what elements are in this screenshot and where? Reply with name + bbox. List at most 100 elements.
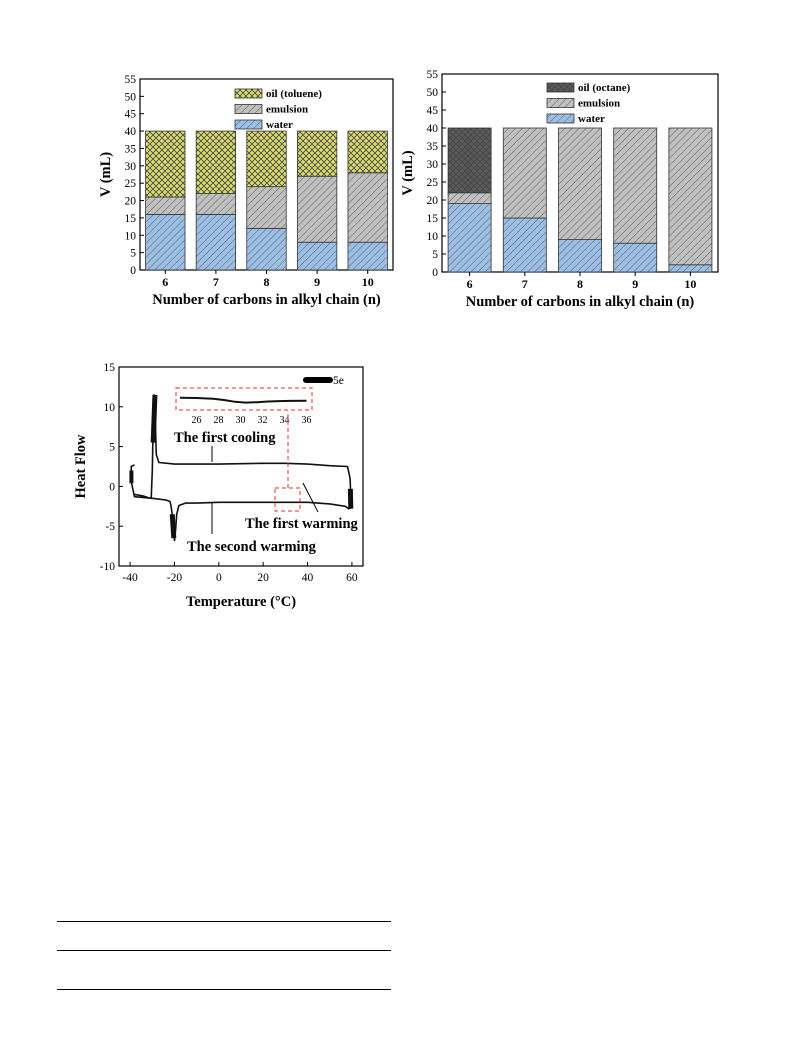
bar-oil xyxy=(296,130,338,177)
x-tick-label: -20 xyxy=(167,572,183,584)
bar-water xyxy=(447,203,492,273)
legend-label: water xyxy=(266,119,293,131)
bar-water xyxy=(246,227,287,271)
x-axis-label: Number of carbons in alkyl chain (n) xyxy=(152,292,381,308)
y-tick-label: -10 xyxy=(100,561,116,573)
legend-swatch xyxy=(546,82,575,93)
y-tick-label: 10 xyxy=(104,402,116,414)
bar-emulsion xyxy=(502,127,547,219)
y-tick-label: 20 xyxy=(427,195,439,207)
bar-water xyxy=(613,242,658,273)
y-tick-label: 15 xyxy=(104,362,116,374)
bar-oil xyxy=(145,130,186,198)
legend-swatch xyxy=(234,88,263,99)
y-tick-label: 5 xyxy=(130,248,136,260)
x-tick-label: 9 xyxy=(314,275,320,289)
bar-oil xyxy=(447,127,492,194)
y-tick-label: 25 xyxy=(125,178,137,190)
y-tick-label: 45 xyxy=(427,105,439,117)
table-rule-mid xyxy=(57,950,391,951)
legend-label: 5e xyxy=(333,375,344,387)
y-tick-label: 5 xyxy=(432,249,438,261)
x-tick-label: 10 xyxy=(362,275,374,289)
y-tick-label: 40 xyxy=(125,126,137,138)
zoom-box xyxy=(274,487,301,512)
y-tick-label: 25 xyxy=(427,177,439,189)
x-tick-label: 6 xyxy=(467,277,473,291)
x-tick-label: 8 xyxy=(264,275,270,289)
x-tick-label: 40 xyxy=(302,572,314,584)
y-tick-label: 40 xyxy=(427,123,439,135)
bar-oil xyxy=(195,130,237,195)
y-tick-label: 15 xyxy=(125,213,137,225)
bar-emulsion xyxy=(145,196,186,215)
inset-tick-label: 36 xyxy=(302,415,312,426)
x-tick-label: 10 xyxy=(684,277,696,291)
inset-tick-label: 28 xyxy=(214,415,224,426)
y-axis-label: V (mL) xyxy=(400,150,416,195)
y-tick-label: 10 xyxy=(427,231,439,243)
legend-swatch xyxy=(546,98,575,108)
y-tick-label: 35 xyxy=(427,141,439,153)
bar-emulsion xyxy=(558,127,602,240)
annotation-pointer xyxy=(302,482,319,513)
inset-tick-label: 30 xyxy=(236,415,246,426)
y-tick-label: 30 xyxy=(427,159,439,171)
legend-label: emulsion xyxy=(578,98,620,110)
inset-curve xyxy=(179,396,307,404)
y-tick-label: 5 xyxy=(109,442,115,454)
y-tick-label: 30 xyxy=(125,161,137,173)
y-tick-label: 55 xyxy=(125,74,137,86)
y-tick-label: 0 xyxy=(109,481,115,493)
peak-marker xyxy=(150,394,158,443)
y-tick-label: 45 xyxy=(125,109,137,121)
x-axis-label: Number of carbons in alkyl chain (n) xyxy=(466,294,695,310)
table-rule-bottom xyxy=(57,989,391,990)
plot-frame xyxy=(441,73,719,273)
plot-frame xyxy=(118,366,364,567)
bar-oil xyxy=(347,130,388,174)
x-tick-label: 6 xyxy=(162,275,168,289)
table-rule-top xyxy=(57,921,391,922)
y-tick-label: 0 xyxy=(130,265,136,277)
bar-emulsion xyxy=(296,175,338,243)
y-tick-label: 50 xyxy=(125,91,137,103)
bar-oil xyxy=(246,130,287,188)
y-tick-label: 20 xyxy=(125,196,137,208)
bar-emulsion xyxy=(347,172,388,243)
x-tick-label: 20 xyxy=(257,572,269,584)
peak-marker xyxy=(169,514,177,539)
y-axis-label: Heat Flow xyxy=(73,434,89,499)
x-tick-label: 7 xyxy=(522,277,528,291)
plot-frame xyxy=(139,78,394,271)
y-tick-label: 55 xyxy=(427,69,439,81)
legend-label: oil (toluene) xyxy=(266,88,322,100)
y-tick-label: 50 xyxy=(427,87,439,99)
bar-emulsion xyxy=(613,127,658,244)
x-tick-label: 7 xyxy=(213,275,219,289)
legend-label: water xyxy=(578,113,605,125)
annotation-first-warming: The first warming xyxy=(245,516,359,532)
annotation-first-cooling: The first cooling xyxy=(174,430,276,446)
y-tick-label: 10 xyxy=(125,230,137,242)
x-tick-label: 60 xyxy=(346,572,358,584)
legend-swatch xyxy=(234,104,263,114)
dsc-curve xyxy=(130,394,352,542)
bar-water xyxy=(296,241,338,271)
y-tick-label: 15 xyxy=(427,213,439,225)
bar-water xyxy=(347,241,388,271)
legend-label: oil (octane) xyxy=(578,82,631,94)
y-tick-label: 35 xyxy=(125,143,137,155)
bar-water xyxy=(558,239,602,273)
bar-water xyxy=(668,264,713,273)
bar-emulsion xyxy=(246,186,287,229)
legend-label: emulsion xyxy=(266,104,308,116)
bar-water xyxy=(145,214,186,271)
x-axis-label: Temperature (°C) xyxy=(186,594,296,610)
inset-tick-label: 26 xyxy=(192,415,202,426)
inset-box xyxy=(175,387,313,411)
y-axis-label: V (mL) xyxy=(98,152,114,197)
bar-emulsion xyxy=(195,193,237,215)
legend-swatch xyxy=(546,113,575,124)
